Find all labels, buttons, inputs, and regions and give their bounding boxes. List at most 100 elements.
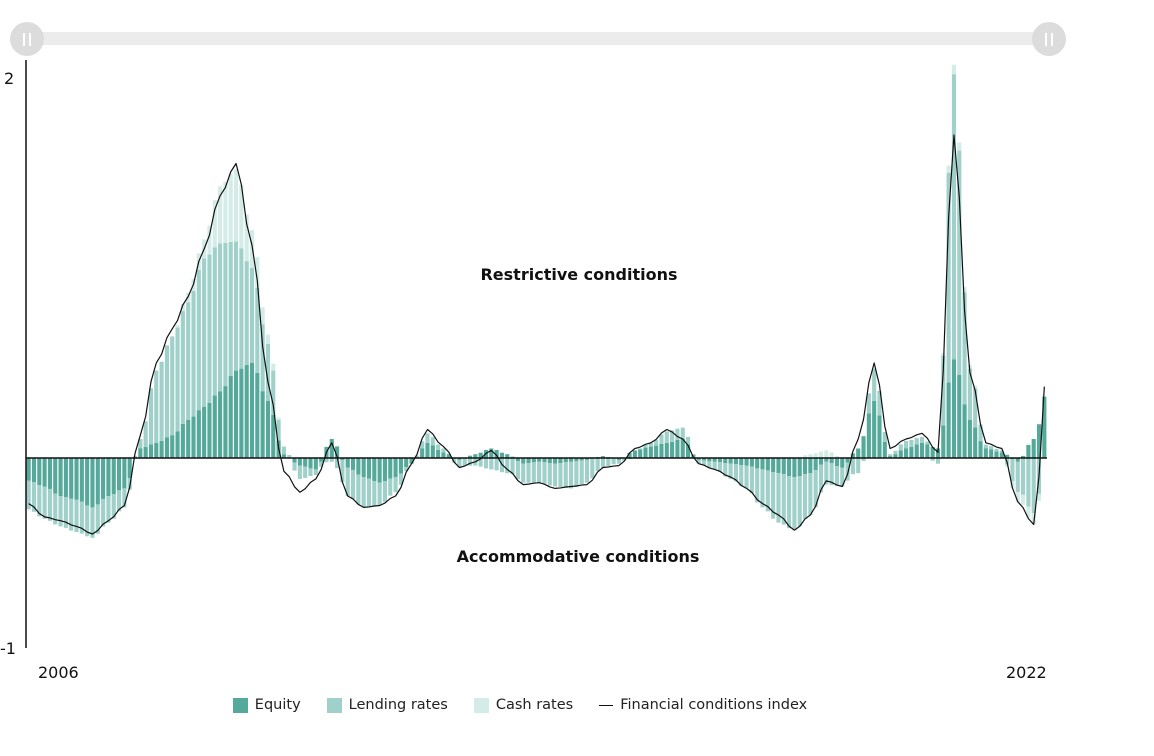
bar-lending — [712, 461, 717, 470]
bar-lending — [404, 467, 409, 472]
bar-cash — [223, 181, 228, 243]
bar-lending — [941, 355, 946, 426]
bar-cash — [834, 456, 840, 458]
bar-lending — [212, 247, 217, 396]
bar-equity — [967, 420, 972, 458]
bar-lending — [834, 466, 840, 487]
bar-lending — [872, 368, 877, 401]
bar-lending — [281, 446, 286, 455]
bar-equity — [707, 458, 712, 462]
bar-equity — [212, 395, 217, 458]
slider-handle-end[interactable] — [1032, 22, 1066, 56]
bar-equity — [1031, 439, 1036, 458]
bar-lending — [919, 437, 925, 443]
bar-lending — [813, 470, 818, 508]
bar-lending — [760, 469, 765, 508]
bar-lending — [611, 458, 616, 465]
bar-equity — [1005, 454, 1010, 458]
bar-lending — [441, 448, 446, 453]
legend-item-equity[interactable]: Equity — [232, 697, 301, 713]
bar-lending — [797, 476, 802, 527]
bar-equity — [834, 458, 840, 467]
date-range-slider[interactable] — [10, 22, 1066, 56]
bar-cash — [951, 64, 956, 75]
bar-equity — [329, 439, 334, 458]
bar-lending — [574, 461, 579, 487]
bar-lending — [904, 440, 909, 449]
bar-equity — [675, 439, 680, 458]
bar-equity — [430, 445, 435, 458]
bar-cash — [244, 214, 249, 262]
bar-equity — [101, 458, 106, 499]
bar-cash — [218, 186, 223, 244]
bar-lending — [350, 469, 356, 499]
legend-label-equity: Equity — [254, 697, 301, 713]
slider-handle-start[interactable] — [10, 22, 44, 56]
legend-swatch-lending-rates — [326, 697, 342, 713]
bar-lending — [63, 496, 68, 528]
bar-cash — [233, 169, 239, 242]
bar-equity — [946, 382, 951, 458]
bar-equity — [904, 448, 909, 458]
slider-track[interactable] — [26, 32, 1050, 45]
bar-equity — [680, 439, 685, 458]
bar-lending — [191, 290, 196, 417]
bar-lending — [946, 172, 951, 383]
bar-lending — [755, 468, 760, 503]
bar-lending — [223, 242, 228, 387]
bar-equity — [218, 391, 223, 458]
bar-equity — [494, 449, 499, 458]
bar-equity — [531, 458, 536, 463]
bar-equity — [717, 458, 723, 463]
bar-equity — [436, 449, 441, 458]
bar-lending — [170, 336, 175, 436]
bar-equity — [765, 458, 770, 471]
bar-lending — [356, 474, 361, 505]
bar-equity — [701, 458, 707, 461]
grip-icon — [1045, 32, 1053, 46]
chart-legend: Equity Lending rates Cash rates Financia… — [0, 697, 1040, 713]
bar-equity — [191, 416, 196, 458]
bar-lending — [218, 243, 223, 392]
bar-equity — [382, 458, 388, 482]
bar-cash — [957, 142, 962, 151]
bar-equity — [978, 441, 983, 458]
bar-equity — [398, 458, 403, 474]
bar-equity — [1015, 458, 1020, 462]
bar-equity — [106, 458, 111, 496]
bar-equity — [42, 458, 47, 487]
bar-lending — [366, 478, 372, 507]
bar-lending — [202, 258, 207, 407]
bar-equity — [1042, 396, 1047, 458]
bar-equity — [345, 458, 350, 468]
bar-equity — [600, 456, 606, 458]
bar-equity — [802, 458, 808, 475]
bar-equity — [935, 448, 941, 458]
index-series-line — [28, 134, 1045, 535]
bar-equity — [755, 458, 760, 469]
legend-item-cash-rates[interactable]: Cash rates — [473, 697, 573, 713]
bar-equity — [180, 423, 185, 458]
bar-lending — [95, 504, 100, 534]
bar-equity — [292, 458, 297, 463]
bar-lending — [888, 454, 893, 457]
bar-lending — [680, 427, 685, 439]
bar-lending — [707, 461, 712, 468]
bar-lending — [999, 450, 1004, 453]
legend-swatch-cash-rates — [473, 697, 489, 713]
bar-lending — [909, 439, 914, 448]
legend-item-lending-rates[interactable]: Lending rates — [326, 697, 448, 713]
bar-lending — [866, 393, 871, 414]
bar-equity — [303, 458, 308, 467]
bar-lending — [749, 466, 754, 494]
legend-item-financial-conditions-index[interactable]: Financial conditions index — [599, 697, 807, 713]
bar-lending — [723, 463, 728, 477]
bar-lending — [542, 462, 547, 484]
bar-equity — [919, 442, 925, 458]
bar-equity — [840, 458, 845, 468]
bar-lending — [138, 439, 143, 449]
bar-cash — [276, 417, 281, 420]
bar-lending — [430, 437, 435, 446]
bar-lending — [361, 477, 366, 508]
bar-equity — [627, 452, 632, 458]
